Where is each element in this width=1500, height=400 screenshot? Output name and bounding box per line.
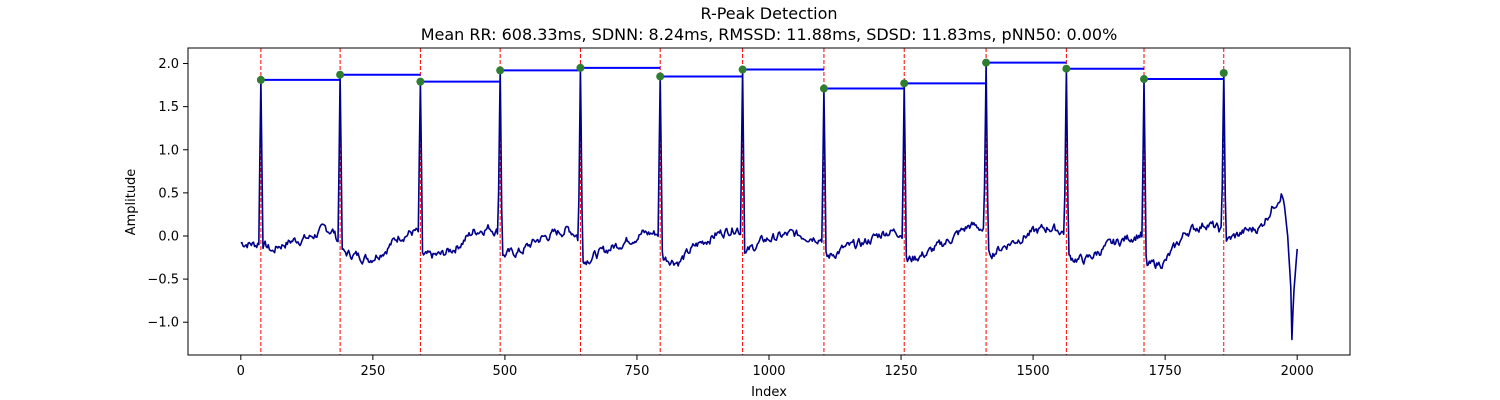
r-peak-marker [900, 79, 909, 88]
x-tick-label: 1250 [884, 364, 917, 379]
x-axis-label: Index [751, 385, 787, 400]
r-peak-marker [1062, 64, 1071, 73]
r-peak-marker [416, 77, 425, 86]
x-tick-label: 1750 [1149, 364, 1182, 379]
y-tick-label: 1.0 [158, 143, 179, 158]
y-tick-label: 1.5 [158, 100, 179, 115]
y-tick-label: −0.5 [147, 273, 179, 288]
r-peak-marker [982, 58, 991, 67]
x-tick-label: 250 [360, 364, 385, 379]
x-tick-label: 1000 [752, 364, 785, 379]
x-tick-label: 2000 [1281, 364, 1314, 379]
x-axis-ticks: 0 250 500 750 1000 1250 1500 1750 2000 [237, 355, 1314, 379]
r-peak-marker [819, 84, 828, 93]
r-peak-marker [738, 65, 747, 74]
x-tick-label: 1500 [1017, 364, 1050, 379]
rr-interval-segments [260, 61, 1224, 90]
r-peak-markers [256, 58, 1228, 93]
y-tick-label: −1.0 [147, 316, 179, 331]
r-peak-marker [256, 75, 265, 84]
ecg-signal-line [240, 61, 1298, 341]
r-peak-marker [336, 70, 345, 79]
y-tick-label: 0.0 [158, 229, 179, 244]
y-axis-ticks: −1.0 −0.5 0.0 0.5 1.0 1.5 2.0 [147, 57, 188, 331]
x-tick-label: 0 [237, 364, 245, 379]
r-peak-marker [1219, 69, 1228, 78]
y-axis-label: Amplitude [124, 169, 139, 236]
ecg-signal [240, 61, 1298, 341]
r-peak-marker [496, 66, 505, 75]
plot-area [187, 47, 1351, 356]
y-tick-label: 2.0 [158, 57, 179, 72]
y-tick-label: 0.5 [158, 186, 179, 201]
x-tick-label: 500 [492, 364, 517, 379]
r-peak-marker [656, 72, 665, 81]
chart-title: R-Peak Detection [700, 4, 837, 23]
plot-background [188, 48, 1350, 355]
r-peak-marker [1140, 75, 1149, 84]
chart-subtitle: Mean RR: 608.33ms, SDNN: 8.24ms, RMSSD: … [421, 25, 1118, 44]
r-peak-marker [576, 63, 585, 72]
x-tick-label: 750 [625, 364, 650, 379]
